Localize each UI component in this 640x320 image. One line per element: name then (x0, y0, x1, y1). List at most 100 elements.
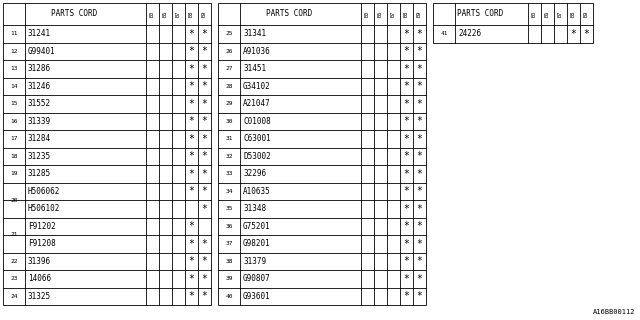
Text: *: * (404, 186, 410, 196)
Text: B6: B6 (378, 11, 383, 17)
Text: *: * (404, 291, 410, 301)
Text: 27: 27 (225, 66, 233, 71)
Text: 31325: 31325 (28, 292, 51, 301)
Text: 31246: 31246 (28, 82, 51, 91)
Text: *: * (202, 204, 207, 214)
Text: *: * (202, 29, 207, 39)
Text: 41: 41 (440, 31, 448, 36)
Text: *: * (404, 64, 410, 74)
Text: *: * (202, 81, 207, 91)
Text: *: * (189, 29, 195, 39)
Text: 23: 23 (10, 276, 18, 281)
Text: 37: 37 (225, 241, 233, 246)
Text: B9: B9 (417, 11, 422, 17)
Text: 18: 18 (10, 154, 18, 159)
Text: G34102: G34102 (243, 82, 271, 91)
Text: *: * (404, 151, 410, 161)
Text: B0: B0 (150, 11, 155, 17)
Text: 28: 28 (225, 84, 233, 89)
Text: *: * (417, 81, 422, 91)
Text: *: * (417, 204, 422, 214)
Text: 21: 21 (10, 233, 18, 237)
Text: *: * (417, 99, 422, 109)
Text: *: * (189, 221, 195, 231)
Text: *: * (404, 29, 410, 39)
Text: *: * (202, 116, 207, 126)
Text: B6: B6 (545, 11, 550, 17)
Text: *: * (417, 239, 422, 249)
Text: 31451: 31451 (243, 64, 266, 73)
Text: B8: B8 (404, 11, 409, 17)
Text: *: * (202, 169, 207, 179)
Text: *: * (404, 256, 410, 266)
Text: C01008: C01008 (243, 117, 271, 126)
Text: *: * (202, 151, 207, 161)
Text: A10635: A10635 (243, 187, 271, 196)
Text: *: * (417, 151, 422, 161)
Text: PARTS CORD: PARTS CORD (458, 10, 504, 19)
Text: PARTS CORD: PARTS CORD (51, 10, 98, 19)
Text: *: * (417, 116, 422, 126)
Text: 39: 39 (225, 276, 233, 281)
Text: 11: 11 (10, 31, 18, 36)
Text: 34: 34 (225, 189, 233, 194)
Text: *: * (189, 186, 195, 196)
Text: *: * (202, 186, 207, 196)
Text: *: * (404, 99, 410, 109)
Text: *: * (202, 46, 207, 56)
Text: *: * (189, 169, 195, 179)
Text: 31241: 31241 (28, 29, 51, 38)
Text: B8: B8 (571, 11, 576, 17)
Text: 29: 29 (225, 101, 233, 106)
Text: 35: 35 (225, 206, 233, 211)
Text: *: * (189, 291, 195, 301)
Text: *: * (202, 99, 207, 109)
Text: *: * (417, 134, 422, 144)
Text: *: * (189, 81, 195, 91)
Text: *: * (584, 29, 589, 39)
Text: *: * (202, 274, 207, 284)
Text: 12: 12 (10, 49, 18, 54)
Text: G75201: G75201 (243, 222, 271, 231)
Text: *: * (404, 274, 410, 284)
Text: *: * (189, 116, 195, 126)
Bar (3, 3, 211, 305)
Text: 14: 14 (10, 84, 18, 89)
Text: *: * (189, 256, 195, 266)
Text: *: * (189, 64, 195, 74)
Text: 17: 17 (10, 136, 18, 141)
Text: 14066: 14066 (28, 274, 51, 283)
Text: B9: B9 (202, 11, 207, 17)
Text: *: * (189, 46, 195, 56)
Text: F91208: F91208 (28, 239, 56, 248)
Text: 31348: 31348 (243, 204, 266, 213)
Text: 31339: 31339 (28, 117, 51, 126)
Text: 31286: 31286 (28, 64, 51, 73)
Text: *: * (404, 134, 410, 144)
Bar (433, 3, 593, 43)
Text: 31379: 31379 (243, 257, 266, 266)
Text: 24226: 24226 (458, 29, 481, 38)
Text: *: * (417, 29, 422, 39)
Text: *: * (404, 46, 410, 56)
Bar (218, 3, 426, 305)
Text: B6: B6 (163, 11, 168, 17)
Text: *: * (404, 81, 410, 91)
Text: 26: 26 (225, 49, 233, 54)
Text: 32: 32 (225, 154, 233, 159)
Text: *: * (202, 291, 207, 301)
Text: B7: B7 (391, 11, 396, 17)
Text: 31235: 31235 (28, 152, 51, 161)
Text: 25: 25 (225, 31, 233, 36)
Text: *: * (417, 274, 422, 284)
Text: 13: 13 (10, 66, 18, 71)
Text: 19: 19 (10, 171, 18, 176)
Text: B9: B9 (584, 11, 589, 17)
Text: G98201: G98201 (243, 239, 271, 248)
Text: 31341: 31341 (243, 29, 266, 38)
Text: 38: 38 (225, 259, 233, 264)
Text: G93601: G93601 (243, 292, 271, 301)
Text: *: * (404, 204, 410, 214)
Text: 22: 22 (10, 259, 18, 264)
Text: 24: 24 (10, 294, 18, 299)
